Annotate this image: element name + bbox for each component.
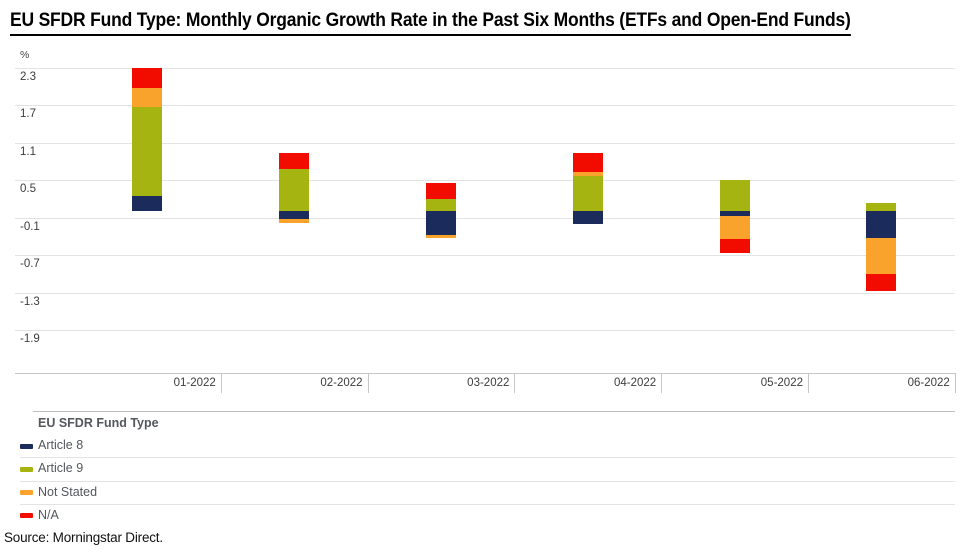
source-caption: Source: Morningstar Direct. — [4, 530, 163, 545]
gridline — [15, 330, 955, 331]
chart-title: EU SFDR Fund Type: Monthly Organic Growt… — [10, 10, 851, 36]
x-axis-label: 01-2022 — [173, 377, 216, 389]
x-axis-label: 06-2022 — [907, 377, 950, 389]
bar-segment — [426, 235, 456, 239]
bar-segment — [866, 211, 897, 239]
bar-segment — [132, 67, 163, 89]
legend-label: Not Stated — [38, 484, 98, 499]
bar-segment — [279, 152, 310, 170]
y-axis-label: 1.7 — [20, 108, 36, 120]
legend-swatch — [20, 490, 33, 496]
bar-segment — [866, 238, 897, 274]
bar-segment — [572, 211, 603, 225]
bar-segment — [719, 211, 750, 217]
x-axis-tick — [514, 373, 516, 393]
x-axis-tick — [661, 373, 663, 393]
bar-segment — [572, 152, 603, 172]
legend-row-divider — [20, 503, 955, 505]
y-axis-label: -0.1 — [20, 220, 40, 233]
gridline — [15, 180, 955, 181]
y-axis-label: -1.9 — [20, 333, 40, 345]
legend-label: Article 8 — [38, 438, 84, 452]
x-axis-line — [15, 373, 955, 374]
legend-label: N/A — [38, 507, 59, 522]
legend-row-divider — [20, 457, 955, 459]
x-axis-label: 02-2022 — [320, 377, 363, 389]
y-axis-label: -0.7 — [20, 258, 40, 270]
legend-top-divider — [33, 411, 955, 412]
legend-label: Article 9 — [38, 461, 84, 476]
legend-swatch — [20, 443, 33, 449]
gridline — [15, 142, 955, 144]
x-axis-tick — [808, 373, 809, 393]
x-axis-label: 04-2022 — [613, 377, 657, 389]
y-axis-unit-label: % — [20, 49, 30, 61]
y-axis-label: 0.5 — [20, 183, 36, 195]
legend-swatch — [20, 513, 33, 519]
bar-segment — [719, 180, 750, 212]
bar-segment — [132, 196, 163, 212]
bar-segment — [426, 182, 456, 200]
gridline — [15, 67, 955, 69]
bar-segment — [719, 239, 750, 253]
bar-segment — [279, 169, 310, 212]
legend-swatch — [20, 466, 33, 472]
bar-segment — [132, 88, 163, 107]
gridline — [15, 105, 955, 106]
bar-segment — [866, 273, 897, 292]
bar-segment — [132, 106, 163, 197]
bar-segment — [866, 202, 897, 212]
bar-segment — [279, 218, 310, 224]
gridline — [15, 217, 955, 219]
y-axis-label: 1.1 — [20, 145, 36, 158]
bar-segment — [279, 211, 310, 219]
legend-row-divider — [20, 480, 955, 482]
x-axis-tick — [367, 373, 369, 393]
bar-segment — [572, 171, 603, 176]
gridline — [15, 292, 955, 294]
bar-segment — [719, 216, 750, 240]
y-axis-label: 2.3 — [20, 70, 36, 83]
legend-title: EU SFDR Fund Type — [38, 416, 159, 430]
x-axis-tick — [220, 373, 222, 393]
x-axis-label: 05-2022 — [760, 377, 803, 389]
x-axis-label: 03-2022 — [467, 377, 510, 389]
gridline — [15, 255, 955, 256]
y-axis-label: -1.3 — [20, 295, 40, 308]
x-axis-tick — [954, 373, 956, 393]
bar-segment — [426, 211, 456, 235]
bar-segment — [426, 199, 456, 212]
bar-segment — [572, 175, 603, 212]
